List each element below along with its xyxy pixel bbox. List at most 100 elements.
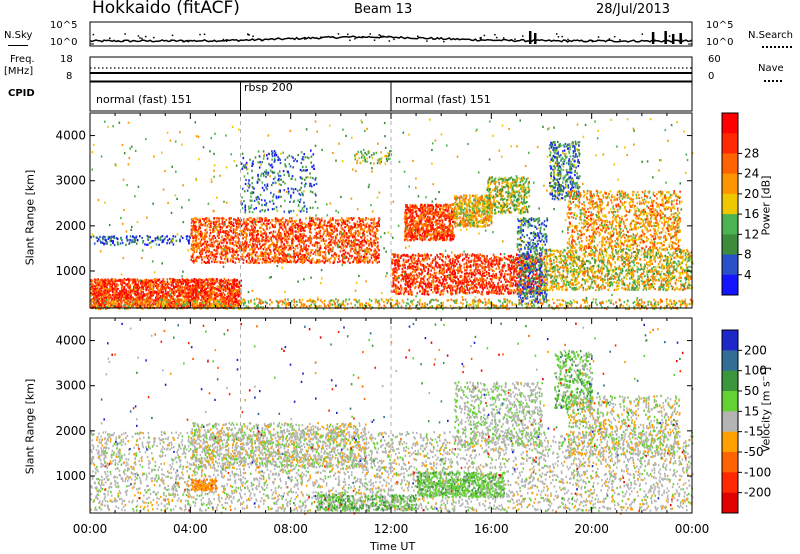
power-cell bbox=[213, 222, 215, 225]
power-cell bbox=[194, 235, 196, 238]
power-cell bbox=[249, 234, 251, 237]
power-cell bbox=[216, 225, 218, 228]
nsearch-point bbox=[337, 33, 340, 35]
power-cell bbox=[319, 220, 322, 223]
power-cell bbox=[151, 279, 153, 282]
power-cell bbox=[330, 243, 332, 246]
power-cell bbox=[328, 258, 331, 261]
power-cell bbox=[305, 251, 308, 254]
power-cell bbox=[226, 284, 229, 287]
power-cell bbox=[134, 280, 136, 283]
power-cell bbox=[113, 295, 115, 298]
power-cell bbox=[353, 222, 356, 225]
power-cell bbox=[117, 243, 120, 246]
power-cell bbox=[373, 239, 376, 242]
power-cell bbox=[301, 207, 304, 210]
power-cell bbox=[301, 169, 303, 172]
power-cell bbox=[227, 233, 229, 236]
power-cell bbox=[275, 235, 277, 238]
power-cell bbox=[255, 220, 258, 223]
power-cell bbox=[130, 291, 132, 294]
power-cell bbox=[315, 217, 317, 220]
power-cell bbox=[342, 255, 344, 258]
power-cell bbox=[241, 196, 243, 199]
power-cell bbox=[250, 204, 253, 207]
power-cell bbox=[134, 298, 137, 301]
power-cell bbox=[177, 287, 179, 290]
power-cell bbox=[284, 199, 286, 202]
power-cell bbox=[309, 234, 311, 237]
power-cell bbox=[349, 250, 352, 253]
power-cell bbox=[191, 286, 194, 289]
power-cell bbox=[301, 225, 303, 229]
power-cell bbox=[278, 236, 280, 239]
power-cell bbox=[261, 204, 263, 207]
power-cell bbox=[310, 183, 312, 186]
power-cell bbox=[196, 285, 199, 288]
power-cell bbox=[337, 219, 339, 222]
power-cell bbox=[373, 217, 376, 220]
power-cell bbox=[136, 303, 139, 306]
power-cell bbox=[272, 230, 275, 233]
power-cell bbox=[310, 155, 313, 158]
power-cell bbox=[287, 232, 290, 236]
power-cell bbox=[272, 249, 275, 252]
power-cell bbox=[239, 223, 241, 226]
power-cell bbox=[134, 293, 137, 296]
power-cell bbox=[171, 278, 173, 281]
power-cell bbox=[111, 278, 113, 281]
power-cell bbox=[261, 245, 263, 248]
power-cell bbox=[240, 162, 243, 165]
power-cell bbox=[232, 242, 234, 245]
power-cell bbox=[354, 238, 357, 241]
nsearch-point bbox=[443, 40, 445, 43]
power-cell bbox=[216, 231, 219, 235]
power-cell bbox=[364, 240, 366, 243]
power-cell bbox=[133, 288, 135, 291]
power-cell bbox=[109, 302, 111, 305]
power-cell bbox=[343, 252, 345, 255]
power-cell bbox=[340, 240, 343, 243]
power-cell bbox=[357, 253, 359, 256]
power-cell bbox=[315, 182, 318, 185]
power-cell bbox=[310, 239, 312, 242]
power-cell bbox=[209, 302, 211, 305]
power-cell bbox=[262, 243, 264, 246]
nsearch-point bbox=[613, 35, 616, 38]
power-cell bbox=[263, 229, 265, 232]
power-cell bbox=[176, 280, 178, 283]
power-cell bbox=[251, 246, 253, 249]
power-cell bbox=[186, 283, 189, 286]
power-cell bbox=[164, 289, 167, 293]
nsearch-point bbox=[388, 40, 391, 42]
power-cell bbox=[266, 248, 268, 252]
power-cell bbox=[254, 248, 256, 251]
power-cell bbox=[116, 290, 118, 293]
power-cell bbox=[201, 261, 203, 264]
power-cell bbox=[296, 254, 298, 257]
power-cell bbox=[117, 284, 119, 287]
power-cell bbox=[181, 291, 183, 295]
power-cell bbox=[293, 252, 295, 255]
power-cell bbox=[272, 202, 275, 205]
power-cell bbox=[264, 250, 267, 253]
nave-tick-high: 60 bbox=[708, 55, 721, 65]
power-cell bbox=[230, 234, 233, 237]
power-cell bbox=[167, 239, 169, 242]
power-cell bbox=[330, 232, 333, 235]
power-cell bbox=[202, 290, 205, 293]
power-cell bbox=[295, 261, 298, 264]
power-cell bbox=[217, 293, 220, 296]
power-cell bbox=[303, 206, 305, 209]
power-cell bbox=[271, 151, 274, 154]
power-cell bbox=[365, 248, 367, 251]
power-cell bbox=[320, 239, 322, 242]
power-cell bbox=[280, 218, 282, 222]
power-cell bbox=[269, 243, 272, 246]
power-cell bbox=[99, 292, 102, 295]
power-cell bbox=[298, 237, 300, 240]
power-cell bbox=[269, 248, 271, 252]
power-cell bbox=[146, 234, 149, 238]
power-cell bbox=[319, 235, 322, 238]
power-cell bbox=[115, 294, 118, 297]
